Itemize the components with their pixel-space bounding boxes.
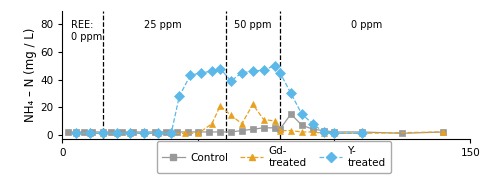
Text: 50 ppm: 50 ppm	[234, 20, 272, 30]
Text: REE:
0 ppm: REE: 0 ppm	[71, 20, 102, 42]
Text: 25 ppm: 25 ppm	[144, 20, 182, 30]
Y-axis label: NH₄ – N (mg / L): NH₄ – N (mg / L)	[24, 28, 37, 122]
Text: 0 ppm: 0 ppm	[351, 20, 383, 30]
Legend: Control, Gd-
treated, Y-
treated: Control, Gd- treated, Y- treated	[156, 141, 391, 173]
